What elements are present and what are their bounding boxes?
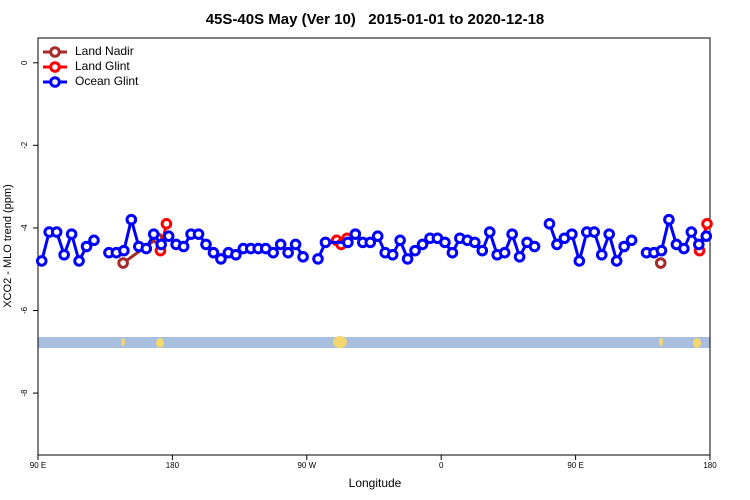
- point: [685, 226, 698, 238]
- point: [610, 255, 623, 267]
- point: [498, 246, 511, 259]
- land-patch: [333, 336, 347, 348]
- point: [215, 253, 227, 265]
- point: [65, 228, 78, 240]
- point: [342, 236, 354, 249]
- point: [289, 238, 302, 251]
- land-patch: [659, 338, 663, 346]
- point: [80, 240, 93, 253]
- point: [483, 226, 496, 238]
- point: [160, 217, 173, 230]
- point: [506, 228, 518, 240]
- point: [117, 257, 129, 269]
- point: [654, 257, 667, 269]
- y-tick-label: -4: [20, 224, 29, 232]
- point: [58, 248, 70, 261]
- point: [625, 234, 638, 247]
- point: [701, 217, 713, 230]
- legend-label: Land Nadir: [75, 44, 134, 58]
- point: [73, 255, 85, 267]
- land-patch: [693, 338, 701, 348]
- x-tick-label: 0: [439, 461, 444, 470]
- point: [566, 228, 578, 240]
- point: [394, 234, 406, 247]
- point: [230, 248, 242, 261]
- legend-marker: [49, 76, 61, 88]
- point: [513, 251, 526, 263]
- point: [192, 228, 205, 240]
- plot-frame: [37, 37, 711, 456]
- point: [118, 244, 130, 257]
- x-axis-label: Longitude: [349, 476, 402, 490]
- point: [35, 255, 48, 267]
- y-tick-label: -8: [20, 389, 29, 397]
- x-tick-label: 90 E: [567, 461, 583, 470]
- point: [147, 228, 160, 240]
- land-patch: [121, 338, 125, 346]
- land-patch: [156, 338, 164, 348]
- point: [50, 226, 63, 238]
- land-ocean-band: [38, 336, 710, 348]
- point: [140, 242, 153, 255]
- x-tick-label: 90 E: [30, 461, 46, 470]
- point: [409, 244, 421, 257]
- point: [603, 228, 616, 240]
- point: [274, 238, 287, 251]
- point: [267, 246, 280, 259]
- legend-marker: [49, 61, 61, 73]
- point: [200, 238, 212, 251]
- point: [282, 246, 294, 259]
- point: [401, 253, 414, 265]
- series: [35, 213, 713, 267]
- x-tick-label: 180: [166, 461, 180, 470]
- point: [551, 238, 563, 251]
- y-tick-label: 0: [20, 60, 29, 65]
- point: [364, 236, 377, 249]
- point: [319, 236, 332, 249]
- point: [207, 246, 220, 259]
- point: [543, 217, 556, 230]
- point: [476, 244, 489, 257]
- point: [469, 236, 481, 249]
- point: [573, 255, 586, 267]
- x-tick-label: 180: [703, 461, 717, 470]
- ocean-band: [38, 337, 710, 348]
- point: [416, 238, 429, 251]
- y-tick-label: -6: [20, 306, 29, 314]
- point: [439, 236, 451, 249]
- point: [655, 244, 668, 257]
- point: [177, 240, 190, 253]
- point: [371, 230, 384, 242]
- point: [528, 240, 541, 253]
- chart-title: 45S-40S May (Ver 10) 2015-01-01 to 2020-…: [206, 11, 545, 28]
- point: [588, 226, 601, 238]
- point: [678, 242, 690, 255]
- point: [386, 248, 399, 261]
- y-tick-label: -2: [20, 141, 29, 149]
- point: [446, 246, 459, 259]
- y-axis-label: XCO2 - MLO trend (ppm): [2, 184, 14, 307]
- point: [595, 248, 608, 261]
- point: [155, 238, 167, 251]
- legend-label: Land Glint: [75, 59, 130, 73]
- point: [162, 230, 175, 242]
- point: [618, 240, 630, 253]
- point: [693, 238, 705, 251]
- point: [312, 253, 324, 265]
- point: [663, 213, 675, 226]
- legend-label: Ocean Glint: [75, 74, 139, 88]
- legend-marker: [49, 46, 61, 58]
- x-tick-label: 90 W: [297, 461, 316, 470]
- point: [297, 251, 309, 263]
- point: [88, 234, 100, 247]
- point: [349, 228, 362, 240]
- point: [125, 213, 138, 226]
- point: [700, 230, 713, 242]
